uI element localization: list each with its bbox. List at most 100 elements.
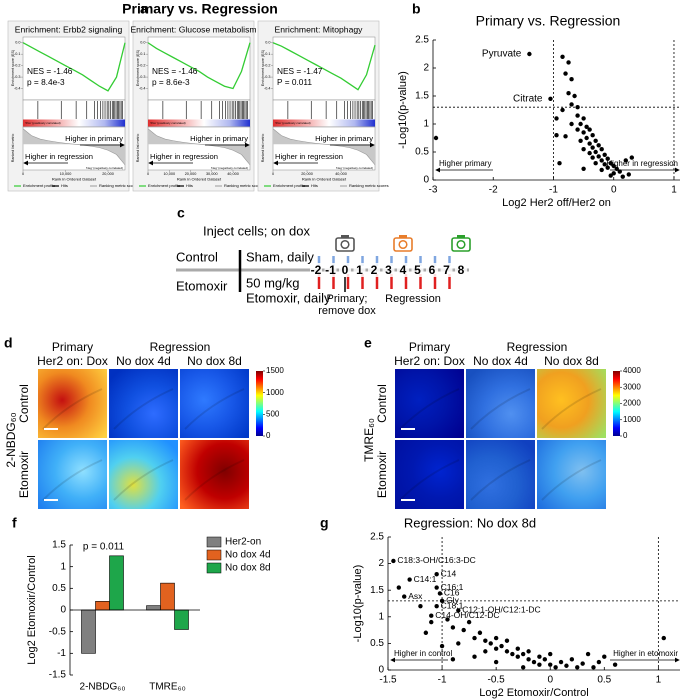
column-header: No dox 8d (187, 354, 242, 368)
point-label: C16:1 (441, 582, 464, 592)
camera-icon (335, 237, 355, 252)
point (493, 659, 499, 665)
point (493, 635, 499, 641)
labeled-point (437, 591, 443, 596)
point (623, 158, 628, 163)
point (626, 172, 631, 177)
legend-label: Enrichment profile (148, 183, 181, 188)
row-label: Control (17, 384, 31, 423)
legend-label: No dox 8d (225, 563, 271, 574)
day-label: 1 (356, 263, 363, 277)
point (661, 635, 666, 641)
point (569, 657, 575, 662)
y-axis-label: Log2 Etomoxir/Control (26, 555, 38, 664)
point (488, 641, 493, 646)
x-axis-label: Log2 Etomoxir/Control (479, 687, 588, 699)
y-tick-label: -0.4 (14, 87, 21, 91)
microscopy-image (466, 440, 535, 509)
panel-label: a (140, 1, 148, 17)
point (396, 585, 402, 590)
legend-label: Enrichment profile (23, 183, 56, 188)
x-tick-label: 0.5 (597, 675, 611, 686)
point (590, 145, 595, 150)
y-tick-label: -0.1 (264, 52, 271, 56)
x-tick-label: -3 (429, 185, 438, 196)
point (461, 627, 466, 633)
control-treatment: Sham, daily (246, 249, 314, 264)
point (554, 116, 559, 121)
microscopy-image (180, 369, 249, 438)
point (578, 121, 583, 127)
point (450, 625, 456, 630)
right-label: Higher in primary (65, 134, 123, 143)
point (593, 138, 598, 143)
group-header: Regression (507, 340, 568, 354)
day-label: 0 (342, 263, 349, 277)
point (445, 617, 450, 622)
labeled-point (439, 598, 445, 604)
chart-title: Regression: No dox 8d (404, 515, 536, 530)
vessel (399, 388, 460, 430)
y-tick-label: -0.2 (264, 64, 271, 68)
vessel (184, 459, 245, 501)
point (593, 161, 598, 166)
column-header: Her2 on: Dox (394, 354, 465, 368)
day-bg (324, 263, 337, 277)
point (526, 657, 531, 662)
x-axis-label: Rank in Ordered Dataset (52, 177, 97, 182)
x-tick-label: 40,000 (335, 172, 347, 176)
microscopy-image (395, 369, 464, 438)
x-tick-label: 1 (671, 185, 677, 196)
annotation: p = 0.011 (83, 541, 125, 552)
point (587, 141, 592, 146)
colorbar-tick-label: 1000 (623, 415, 641, 424)
point (581, 166, 586, 171)
point (575, 127, 580, 132)
point-label: C14 (441, 568, 457, 578)
stain-label: TMRE₆₀ (362, 418, 376, 462)
y-tick-label: -1.5 (49, 670, 67, 681)
point (563, 134, 568, 139)
point-label: Asx (408, 591, 423, 601)
point (602, 152, 607, 157)
point (599, 167, 604, 173)
microscopy-image (38, 369, 107, 438)
metric-fill (273, 128, 375, 165)
point (429, 619, 434, 625)
point-label: Citrate (513, 93, 543, 104)
y-tick-label: 0 (60, 605, 66, 616)
vessel (42, 459, 103, 501)
point (526, 649, 531, 654)
legend-label: Hits (311, 183, 318, 188)
point (591, 665, 596, 670)
y-tick-label: -0.2 (14, 64, 21, 68)
point (611, 163, 616, 169)
x-tick-label: 0 (147, 172, 149, 176)
day-label: 6 (429, 263, 436, 277)
y-tick-label: 2 (423, 63, 429, 74)
metric-y-label: Ranked list metric (261, 134, 265, 163)
x-tick-label: 2-NBDG₆₀ (80, 682, 126, 693)
regression-note: Regression (385, 293, 441, 305)
point (557, 161, 562, 166)
colorbar-tick-label: 1500 (266, 366, 284, 375)
panel-label: b (412, 1, 421, 17)
point-label: C14:1 (414, 574, 437, 584)
point (472, 654, 477, 659)
point (608, 173, 613, 178)
point (548, 662, 553, 667)
x-tick-label: 40,000 (227, 172, 239, 176)
point (477, 630, 483, 635)
row-label: Control (176, 249, 218, 264)
camera-icon (398, 239, 408, 250)
point (553, 665, 558, 670)
right-note: Higher in regression (606, 159, 678, 168)
point (587, 150, 592, 156)
x-tick-label: -1 (438, 675, 447, 686)
x-tick-label: TMRE₆₀ (149, 682, 186, 693)
point-label: C18:1 (441, 600, 464, 610)
point-label: C16 (444, 588, 460, 598)
camera-icon (456, 239, 466, 250)
point (593, 149, 598, 155)
camera-icon (457, 235, 465, 238)
